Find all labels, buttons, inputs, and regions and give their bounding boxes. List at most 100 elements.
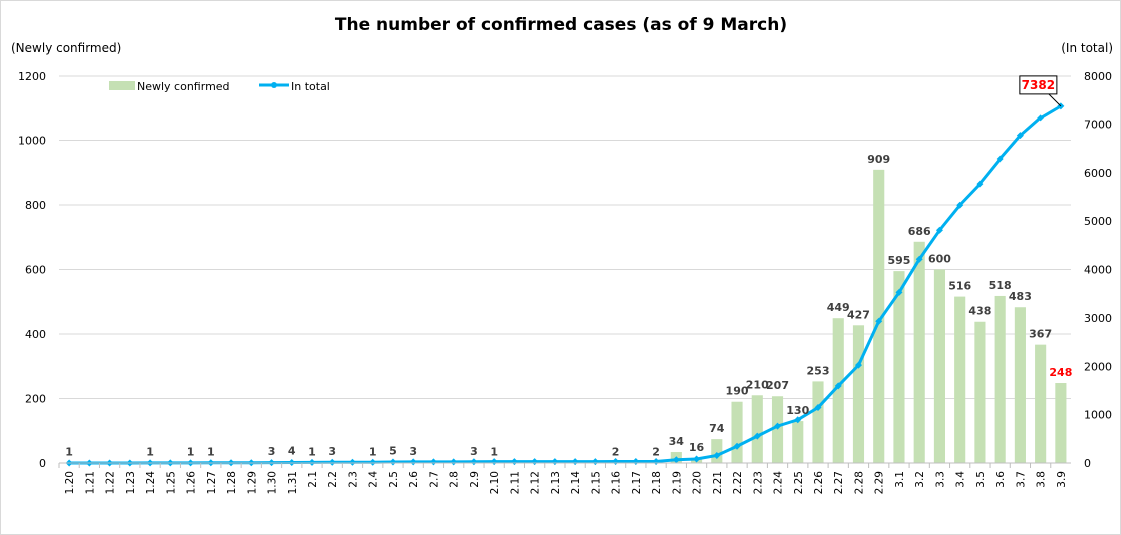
x-tick-label: 3.4 [955, 471, 967, 488]
bar [974, 321, 986, 463]
total-point [956, 201, 964, 209]
x-tick-label: 2.10 [489, 471, 501, 494]
bar [1035, 344, 1047, 463]
bar-data-label: 427 [847, 308, 870, 321]
bar-data-label: 34 [669, 435, 685, 448]
total-point [389, 458, 397, 466]
x-tick-label: 1.30 [267, 471, 279, 494]
bar-data-label: 1 [65, 446, 73, 459]
bar-data-label: 449 [827, 301, 850, 314]
bar-data-label: 4 [288, 445, 296, 458]
x-tick-label: 2.24 [773, 471, 785, 495]
bar [812, 381, 824, 463]
total-point [490, 458, 498, 466]
x-tick-label: 2.22 [732, 471, 744, 494]
right-tick-label: 4000 [1084, 264, 1112, 277]
bar-data-label: 438 [968, 305, 991, 318]
bar-data-label: 253 [807, 364, 830, 377]
x-tick-label: 2.14 [570, 471, 582, 495]
right-tick-label: 6000 [1084, 167, 1112, 180]
total-point [510, 458, 518, 466]
bar-data-label: 686 [908, 225, 931, 238]
bar-data-label: 1 [308, 446, 316, 459]
x-tick-label: 2.2 [327, 471, 339, 488]
x-tick-label: 2.26 [813, 471, 825, 495]
total-point [551, 458, 559, 466]
x-tick-label: 2.15 [590, 471, 602, 494]
total-point [328, 458, 336, 466]
bar [832, 318, 844, 463]
bar-data-label: 3 [470, 445, 478, 458]
bar [792, 421, 804, 463]
x-tick-label: 3.3 [934, 471, 946, 488]
x-tick-label: 2.27 [833, 471, 845, 494]
right-tick-label: 2000 [1084, 360, 1112, 373]
total-line [69, 104, 1062, 465]
total-point [369, 458, 377, 466]
left-tick-label: 1200 [18, 70, 46, 83]
bar-data-label: 516 [948, 280, 971, 293]
total-point [814, 404, 822, 412]
total-point [976, 180, 984, 188]
bar-data-label: 1 [187, 446, 195, 459]
total-point [895, 288, 903, 296]
bar-data-label: 207 [766, 379, 789, 392]
bar-data-label: 909 [867, 153, 890, 166]
bar-data-label: 2 [612, 445, 620, 458]
bar-data-label: 483 [1009, 290, 1032, 303]
chart-title: The number of confirmed cases (as of 9 M… [335, 15, 787, 35]
left-tick-label: 400 [25, 328, 46, 341]
x-tick-label: 2.29 [874, 471, 886, 494]
total-point [612, 458, 620, 466]
x-tick-label: 3.6 [995, 471, 1007, 488]
bar [994, 295, 1006, 463]
bar [933, 269, 946, 463]
bar-data-label: 3 [268, 445, 276, 458]
x-tick-label: 3.9 [1056, 471, 1068, 488]
total-point [753, 432, 761, 440]
total-point [794, 416, 802, 424]
total-point [915, 255, 923, 263]
x-tick-label: 1.31 [287, 471, 299, 494]
x-tick-label: 2.6 [408, 471, 420, 488]
x-tick-label: 2.8 [449, 471, 461, 488]
total-point [470, 458, 478, 466]
right-tick-label: 5000 [1084, 215, 1112, 228]
x-tick-label: 1.28 [226, 471, 238, 494]
legend-in-total: In total [291, 80, 330, 93]
bar-data-label: 3 [409, 445, 417, 458]
x-tick-label: 3.1 [894, 471, 906, 488]
left-tick-label: 0 [39, 457, 46, 470]
total-point [875, 317, 883, 325]
x-tick-label: 3.7 [1015, 471, 1027, 488]
right-tick-label: 0 [1084, 457, 1091, 470]
bar-data-label: 2 [652, 445, 660, 458]
total-point [429, 458, 437, 466]
right-axis-label: (In total) [1061, 41, 1113, 55]
x-tick-label: 2.9 [469, 471, 481, 488]
right-tick-label: 3000 [1084, 312, 1112, 325]
left-tick-label: 600 [25, 264, 46, 277]
x-tick-label: 1.20 [64, 471, 76, 494]
right-tick-label: 1000 [1084, 409, 1112, 422]
x-tick-label: 1.25 [165, 471, 177, 494]
x-tick-label: 3.8 [1036, 471, 1048, 488]
x-tick-label: 2.20 [692, 471, 704, 494]
left-axis-label: (Newly confirmed) [11, 41, 121, 55]
x-tick-label: 1.26 [186, 471, 198, 495]
total-point [632, 458, 640, 466]
x-tick-label: 1.22 [105, 471, 117, 494]
annotation-box [1019, 75, 1058, 95]
total-point [308, 458, 316, 466]
bar [852, 325, 865, 463]
x-tick-label: 1.27 [206, 471, 218, 494]
x-tick-label: 2.12 [530, 471, 542, 494]
left-tick-label: 200 [25, 393, 46, 406]
left-tick-label: 1000 [18, 135, 46, 148]
bar-data-label: 130 [786, 404, 809, 417]
x-tick-label: 2.11 [509, 471, 521, 494]
total-point [996, 155, 1004, 163]
bar-data-label: 5 [389, 444, 397, 457]
right-tick-label: 8000 [1084, 70, 1112, 83]
bar-data-label: 518 [989, 279, 1012, 292]
